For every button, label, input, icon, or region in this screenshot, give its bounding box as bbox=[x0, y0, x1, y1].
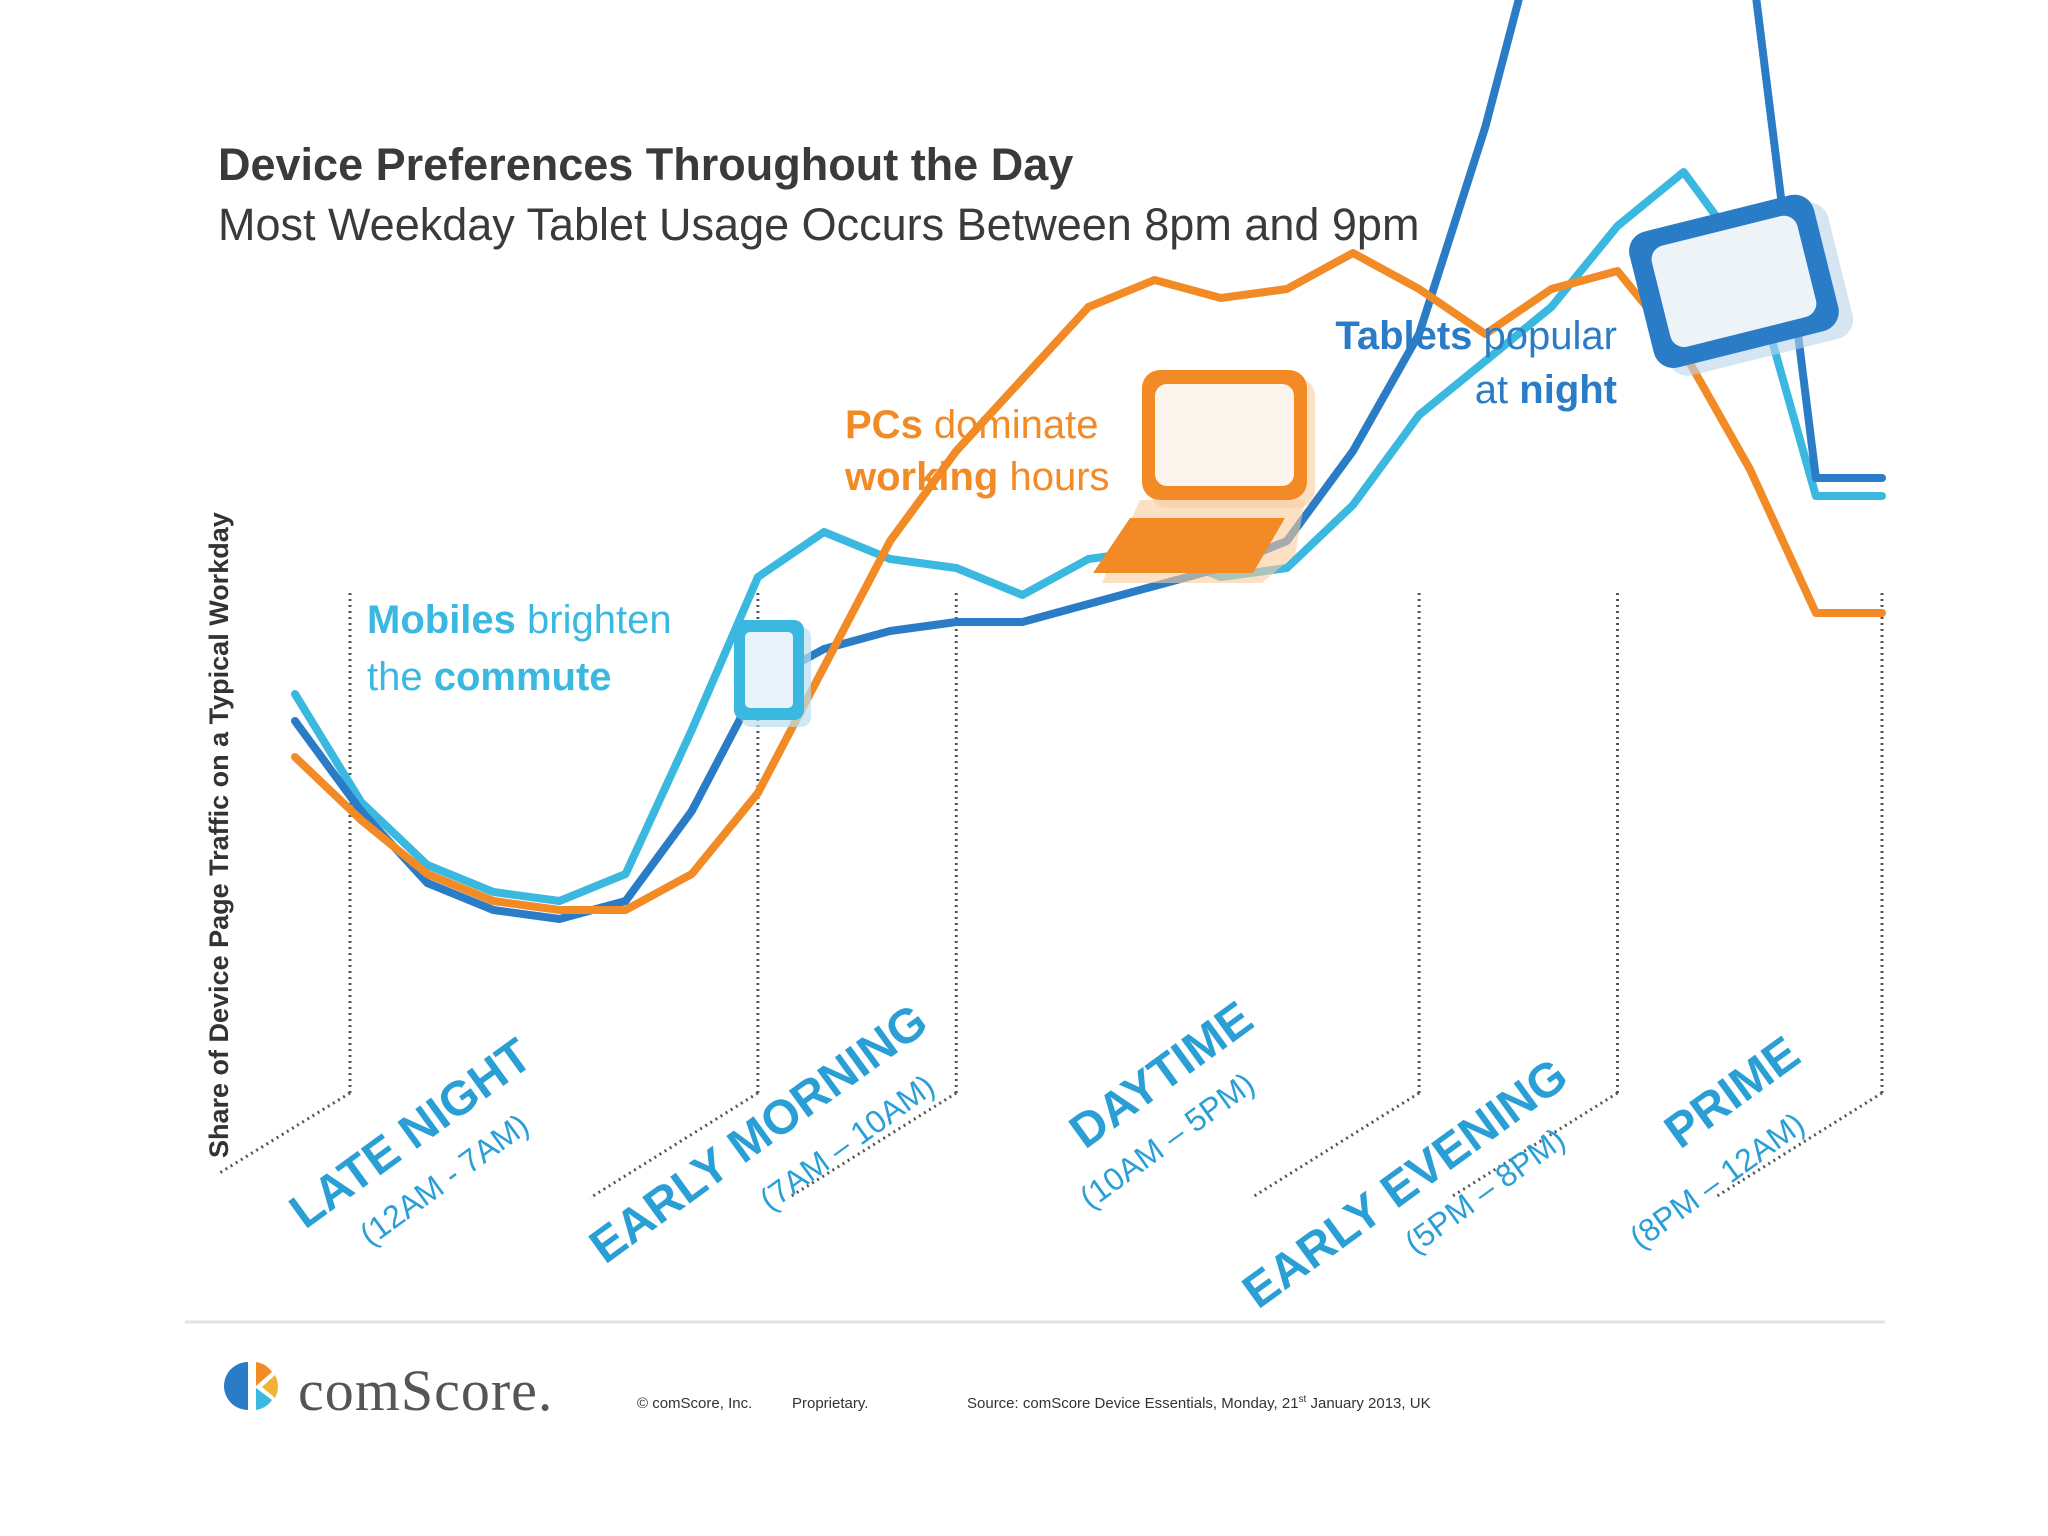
brand-name: comScore. bbox=[298, 1358, 553, 1423]
ann-pcs-line2-rest: hours bbox=[998, 455, 1109, 499]
chart-subtitle: Most Weekday Tablet Usage Occurs Between… bbox=[218, 199, 1419, 250]
series-line-mobiles bbox=[291, 168, 1886, 905]
svg-text:Mobiles brighten: Mobiles brighten bbox=[367, 598, 672, 642]
svg-text:PCs dominate: PCs dominate bbox=[845, 403, 1098, 447]
period-dividers bbox=[219, 593, 1884, 1200]
svg-text:working hours: working hours bbox=[844, 455, 1110, 499]
divider-diagonal-left bbox=[219, 1091, 351, 1175]
annotation-pcs: PCs dominate working hours bbox=[844, 403, 1110, 499]
comscore-logo-icon bbox=[224, 1362, 278, 1410]
y-axis-label: Share of Device Page Traffic on a Typica… bbox=[204, 512, 234, 1158]
laptop-icon bbox=[1093, 370, 1315, 583]
ann-tablets-bold: Tablets bbox=[1335, 314, 1472, 358]
series-line-tablets bbox=[291, 0, 1886, 923]
series-lines bbox=[291, 0, 1886, 923]
footer-source-sup: st bbox=[1299, 1394, 1307, 1405]
ann-mobiles-bold: Mobiles bbox=[367, 598, 516, 642]
annotation-mobiles: Mobiles brighten the commute bbox=[367, 598, 672, 699]
footer-source: Source: comScore Device Essentials, Mond… bbox=[967, 1394, 1431, 1412]
svg-text:Tablets popular: Tablets popular bbox=[1335, 314, 1617, 358]
series-line-pcs bbox=[291, 249, 1886, 914]
ann-tablets-line2-bold: night bbox=[1519, 368, 1617, 412]
footer-source-pre: Source: comScore Device Essentials, Mond… bbox=[967, 1395, 1299, 1412]
ann-mobiles-rest: brighten bbox=[516, 598, 672, 642]
mobile-phone-icon bbox=[734, 620, 811, 727]
svg-text:the commute: the commute bbox=[367, 655, 612, 699]
svg-text:at night: at night bbox=[1475, 368, 1617, 412]
ann-tablets-line2: at bbox=[1475, 368, 1519, 412]
tablet-icon bbox=[1629, 194, 1854, 376]
period-name-3: EARLY EVENING bbox=[1233, 1049, 1577, 1319]
ann-tablets-rest: popular bbox=[1472, 314, 1617, 358]
ann-mobiles-line2: the bbox=[367, 655, 434, 699]
footer-source-post: January 2013, UK bbox=[1306, 1395, 1430, 1412]
ann-pcs-rest: dominate bbox=[923, 403, 1099, 447]
footer-copyright: © comScore, Inc. bbox=[637, 1395, 752, 1412]
ann-pcs-line2-bold: working bbox=[844, 455, 998, 499]
chart-title: Device Preferences Throughout the Day bbox=[218, 139, 1073, 190]
annotation-tablets: Tablets popular at night bbox=[1335, 314, 1617, 412]
ann-mobiles-line2-bold: commute bbox=[434, 655, 612, 699]
ann-pcs-bold: PCs bbox=[845, 403, 923, 447]
footer-proprietary: Proprietary. bbox=[792, 1395, 868, 1412]
period-labels: LATE NIGHT(12AM - 7AM) EARLY MORNING(7AM … bbox=[280, 992, 1811, 1319]
